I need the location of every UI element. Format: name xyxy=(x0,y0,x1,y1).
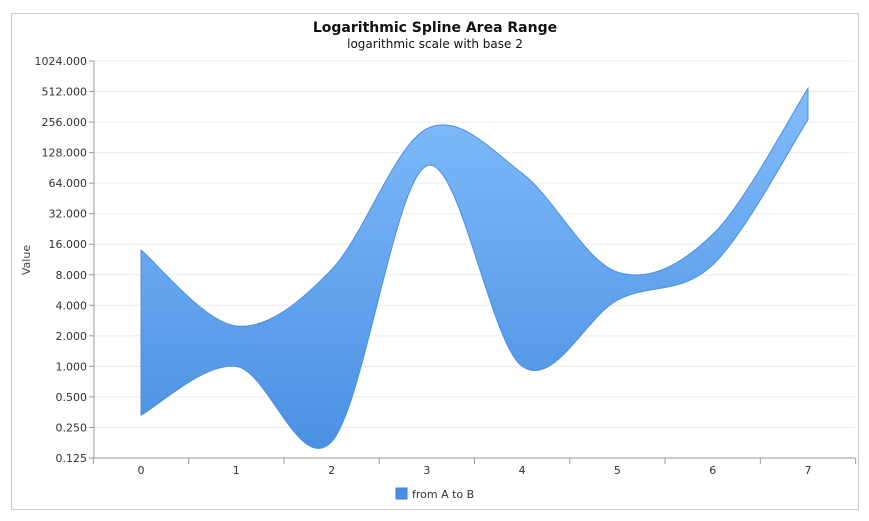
x-tick-label: 7 xyxy=(805,464,812,477)
x-tick-label: 2 xyxy=(328,464,335,477)
y-tick-label: 128.000 xyxy=(42,147,88,160)
legend-label: from A to B xyxy=(412,488,474,501)
area-range-series[interactable] xyxy=(140,86,809,449)
y-tick-label: 0.250 xyxy=(56,421,88,434)
y-axis-title: Value xyxy=(20,245,33,275)
y-tick-label: 64.000 xyxy=(49,177,88,190)
y-tick-label: 8.000 xyxy=(56,269,88,282)
plot-grid xyxy=(94,60,855,459)
y-tick-label: 32.000 xyxy=(49,208,88,221)
y-axis-ticks: 0.125 0.250 0.500 1.000 2.000 4.000 8.000 16.00… xyxy=(35,55,94,465)
x-tick-label: 0 xyxy=(138,464,145,477)
x-tick-label: 6 xyxy=(709,464,716,477)
y-tick-label: 1024.000 xyxy=(35,55,88,68)
legend-swatch xyxy=(395,487,408,500)
x-tick-label: 5 xyxy=(614,464,621,477)
y-tick-label: 1.000 xyxy=(56,360,88,373)
y-tick-label: 0.500 xyxy=(56,391,88,404)
y-tick-label: 2.000 xyxy=(56,330,88,343)
chart-title: Logarithmic Spline Area Range xyxy=(313,20,557,36)
chart-subtitle: logarithmic scale with base 2 xyxy=(347,37,523,51)
y-tick-label: 4.000 xyxy=(56,299,88,312)
y-tick-label: 256.000 xyxy=(42,116,88,129)
x-axis-ticks: 0 1 2 3 4 5 6 7 xyxy=(92,458,857,477)
y-tick-label: 0.125 xyxy=(56,452,88,465)
x-tick-label: 3 xyxy=(423,464,430,477)
x-tick-label: 1 xyxy=(233,464,240,477)
x-tick-label: 4 xyxy=(519,464,526,477)
y-tick-label: 16.000 xyxy=(49,238,88,251)
axes xyxy=(93,61,855,459)
legend[interactable]: from A to B xyxy=(395,487,474,501)
y-tick-label: 512.000 xyxy=(42,86,88,99)
